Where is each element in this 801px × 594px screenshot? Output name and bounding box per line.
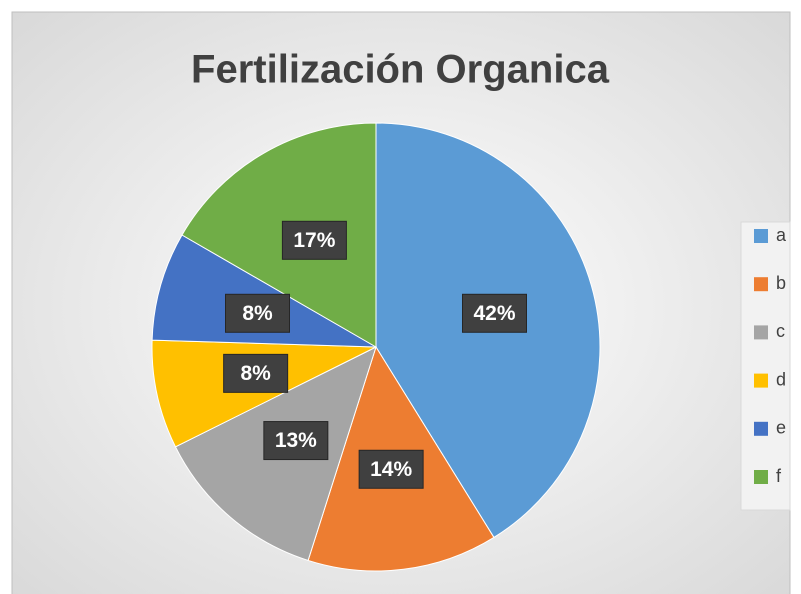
legend-swatch <box>754 470 768 484</box>
pie-slice <box>151 339 377 448</box>
legend-swatch <box>754 277 768 292</box>
data-label: 13% <box>275 429 317 452</box>
data-label-box <box>225 293 291 333</box>
data-label-box <box>358 449 424 489</box>
legend-swatch <box>754 421 768 436</box>
data-label-box <box>281 220 347 260</box>
legend-label: b <box>776 273 786 293</box>
legend-label: d <box>776 369 786 389</box>
pie-slice <box>181 122 377 348</box>
legend-swatch <box>754 325 768 340</box>
legend-swatch <box>754 229 768 243</box>
data-label: 14% <box>370 458 412 481</box>
data-label: 17% <box>293 229 335 252</box>
legend-label: e <box>776 418 786 438</box>
data-label-box <box>461 293 527 333</box>
data-label: 8% <box>240 362 271 385</box>
legend-label: a <box>776 225 787 245</box>
data-label-box <box>263 421 329 461</box>
chart-title: Fertilización Organica <box>191 48 610 92</box>
data-label: 8% <box>242 302 273 325</box>
legend <box>740 221 791 511</box>
pie-slice <box>151 234 377 348</box>
legend-label: f <box>776 466 782 486</box>
legend-label: c <box>776 321 785 341</box>
data-label-box <box>223 353 289 393</box>
legend-swatch <box>754 373 768 388</box>
data-label: 42% <box>473 302 515 325</box>
